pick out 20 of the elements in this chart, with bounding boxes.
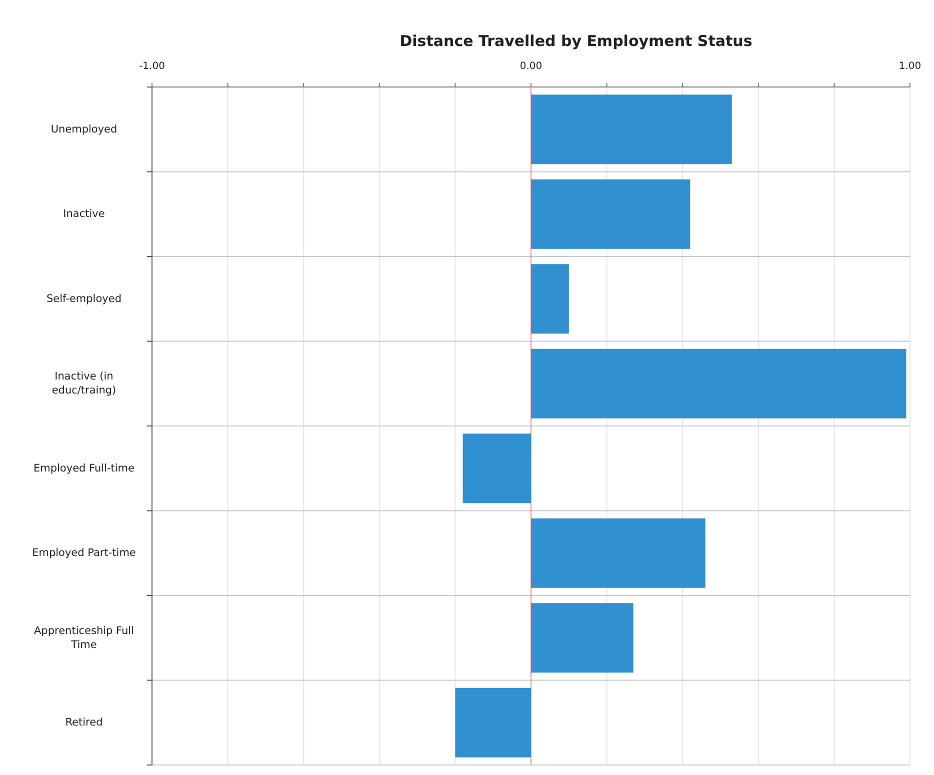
- bar: [531, 518, 706, 588]
- bar: [531, 264, 569, 334]
- x-tick-label: -1.00: [139, 61, 165, 72]
- bar: [455, 688, 531, 758]
- y-tick-label: Retired: [65, 716, 103, 728]
- bar: [531, 603, 634, 673]
- y-tick-label: Unemployed: [50, 123, 118, 136]
- y-tick-label: Self-employed: [46, 292, 122, 305]
- y-tick-label: Employed Part-time: [32, 547, 136, 559]
- chart-title: Distance Travelled by Employment Status: [400, 32, 752, 50]
- bar: [531, 94, 732, 164]
- y-tick-label: Employed Full-time: [33, 462, 135, 474]
- bar: [531, 179, 690, 249]
- y-tick-label: Inactive (in educ/traing): [52, 370, 116, 396]
- y-tick-label: Apprenticeship Full Time: [34, 624, 134, 651]
- x-tick-label: 1.00: [898, 61, 922, 72]
- x-tick-label: 0.00: [520, 61, 542, 72]
- bar: [531, 348, 906, 418]
- y-tick-label: Inactive: [63, 208, 105, 220]
- bar: [462, 434, 531, 504]
